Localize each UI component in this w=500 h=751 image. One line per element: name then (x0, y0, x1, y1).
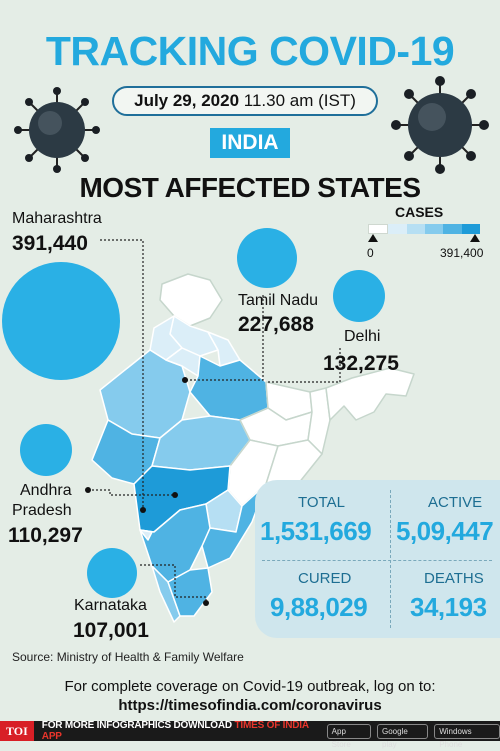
stat-value-cured: 9,88,029 (270, 592, 368, 622)
map-region-northeast (325, 367, 415, 421)
map-region-odisha (265, 439, 323, 485)
legend-max-marker (470, 234, 480, 242)
date-pill: July 29, 2020 11.30 am (IST) (112, 86, 378, 116)
virus-illustration-right (391, 76, 489, 174)
app-store-badge[interactable]: App Store (326, 723, 371, 749)
footer-bar: TOI FOR MORE INFOGRAPHICS DOWNLOAD TIMES… (0, 720, 500, 749)
state-cases-karnataka: 107,001 (73, 619, 149, 642)
stat-value-active: 5,09,447 (396, 516, 494, 546)
stat-value-deaths: 34,193 (410, 592, 487, 622)
state-cases-andhra-pradesh: 110,297 (8, 524, 83, 547)
footer-text: FOR MORE INFOGRAPHICS DOWNLOAD TIMES OF … (42, 720, 321, 742)
stat-value-total: 1,531,669 (260, 516, 372, 546)
state-name-maharashtra: Maharashtra (12, 210, 102, 227)
stat-label-active: ACTIVE (428, 494, 483, 511)
stat-label-cured: CURED (298, 570, 352, 587)
state-name-karnataka: Karnataka (74, 597, 147, 614)
state-name-andhra-pradesh-line1: Andhra (20, 482, 72, 499)
legend-min: 0 (367, 246, 374, 260)
map-region-tamil-nadu (167, 567, 213, 617)
legend-min-marker (368, 234, 378, 242)
footer-text-b: TIMES OF INDIA APP (41, 720, 309, 742)
state-cases-maharashtra: 391,440 (12, 232, 88, 255)
bubble-karnataka (87, 548, 137, 598)
state-cases-tamil-nadu: 227,688 (238, 313, 314, 336)
toi-logo: TOI (0, 721, 34, 741)
country-label: INDIA (210, 128, 290, 158)
map-region-north (159, 273, 223, 327)
stat-label-total: TOTAL (298, 494, 345, 511)
virus-illustration-left (14, 87, 100, 173)
page-title: TRACKING COVID-19 (45, 28, 455, 74)
google-play-badge[interactable]: Google play (377, 723, 429, 749)
stat-label-deaths: DEATHS (424, 570, 484, 587)
bubble-maharashtra (2, 262, 120, 380)
date-text: July 29, 2020 (134, 91, 240, 110)
state-name-delhi: Delhi (344, 328, 381, 345)
state-name-tamil-nadu: Tamil Nadu (238, 292, 319, 309)
india-map (91, 273, 415, 623)
stats-divider-v (390, 490, 392, 628)
stats-divider-h (262, 560, 492, 561)
bubble-andhra-pradesh (20, 424, 72, 476)
legend-max: 391,400 (440, 246, 484, 260)
state-cases-delhi: 132,275 (323, 352, 399, 375)
time-text: 11.30 am (IST) (243, 91, 356, 110)
source-note: Source: Ministry of Health & Family Welf… (12, 650, 244, 664)
windows-phone-badge[interactable]: Windows Phone (434, 723, 500, 749)
bubble-delhi (333, 270, 385, 322)
coverage-note: For complete coverage on Covid-19 outbre… (64, 678, 436, 695)
map-region-andhra-pradesh (201, 483, 267, 569)
bubble-tamil-nadu (237, 228, 297, 288)
coverage-link[interactable]: https://timesofindia.com/coronavirus (118, 697, 382, 714)
footer-text-a: FOR MORE INFOGRAPHICS DOWNLOAD (41, 720, 235, 731)
map-region-kerala (151, 565, 181, 623)
legend-gradient (368, 224, 480, 234)
subtitle: MOST AFFECTED STATES (79, 172, 421, 203)
legend-title: CASES (395, 204, 444, 220)
map-region-goa (139, 529, 153, 541)
stats-panel (255, 480, 500, 638)
state-name-andhra-pradesh-line2: Pradesh (12, 502, 72, 519)
